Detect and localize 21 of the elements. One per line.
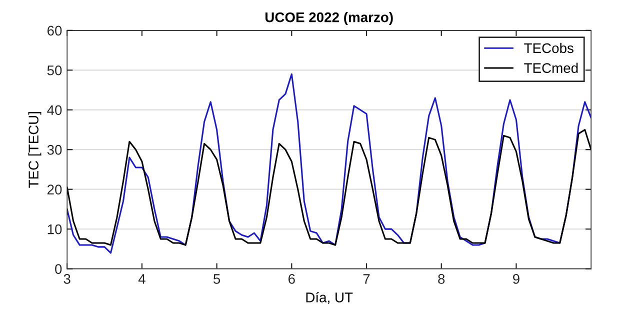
y-tick-label: 30	[47, 144, 62, 155]
y-tick-label: 50	[47, 65, 62, 76]
x-tick-label: 6	[288, 274, 295, 284]
y-tick-label: 40	[47, 105, 62, 116]
y-tick-label: 20	[47, 184, 62, 195]
x-tick-label: 8	[438, 274, 445, 284]
line-series	[67, 73, 592, 254]
x-tick-label: 4	[138, 274, 146, 284]
chart-title: UCOE 2022 (marzo)	[265, 12, 393, 25]
legend-label: TECobs	[524, 42, 574, 54]
x-tick-label: 3	[64, 274, 70, 284]
legend-label: TECmed	[524, 62, 578, 73]
y-tick-label: 10	[48, 224, 62, 234]
x-tick-label: 9	[513, 274, 520, 284]
y-axis-title: TEC [TECU]	[28, 112, 42, 188]
x-tick-label: 5	[213, 274, 220, 284]
x-axis-title: Día, UT	[306, 292, 353, 304]
x-tick-label: 7	[363, 274, 370, 284]
y-tick-label: 0	[55, 264, 62, 274]
y-tick-label: 60	[47, 26, 62, 36]
line-series	[67, 128, 592, 246]
